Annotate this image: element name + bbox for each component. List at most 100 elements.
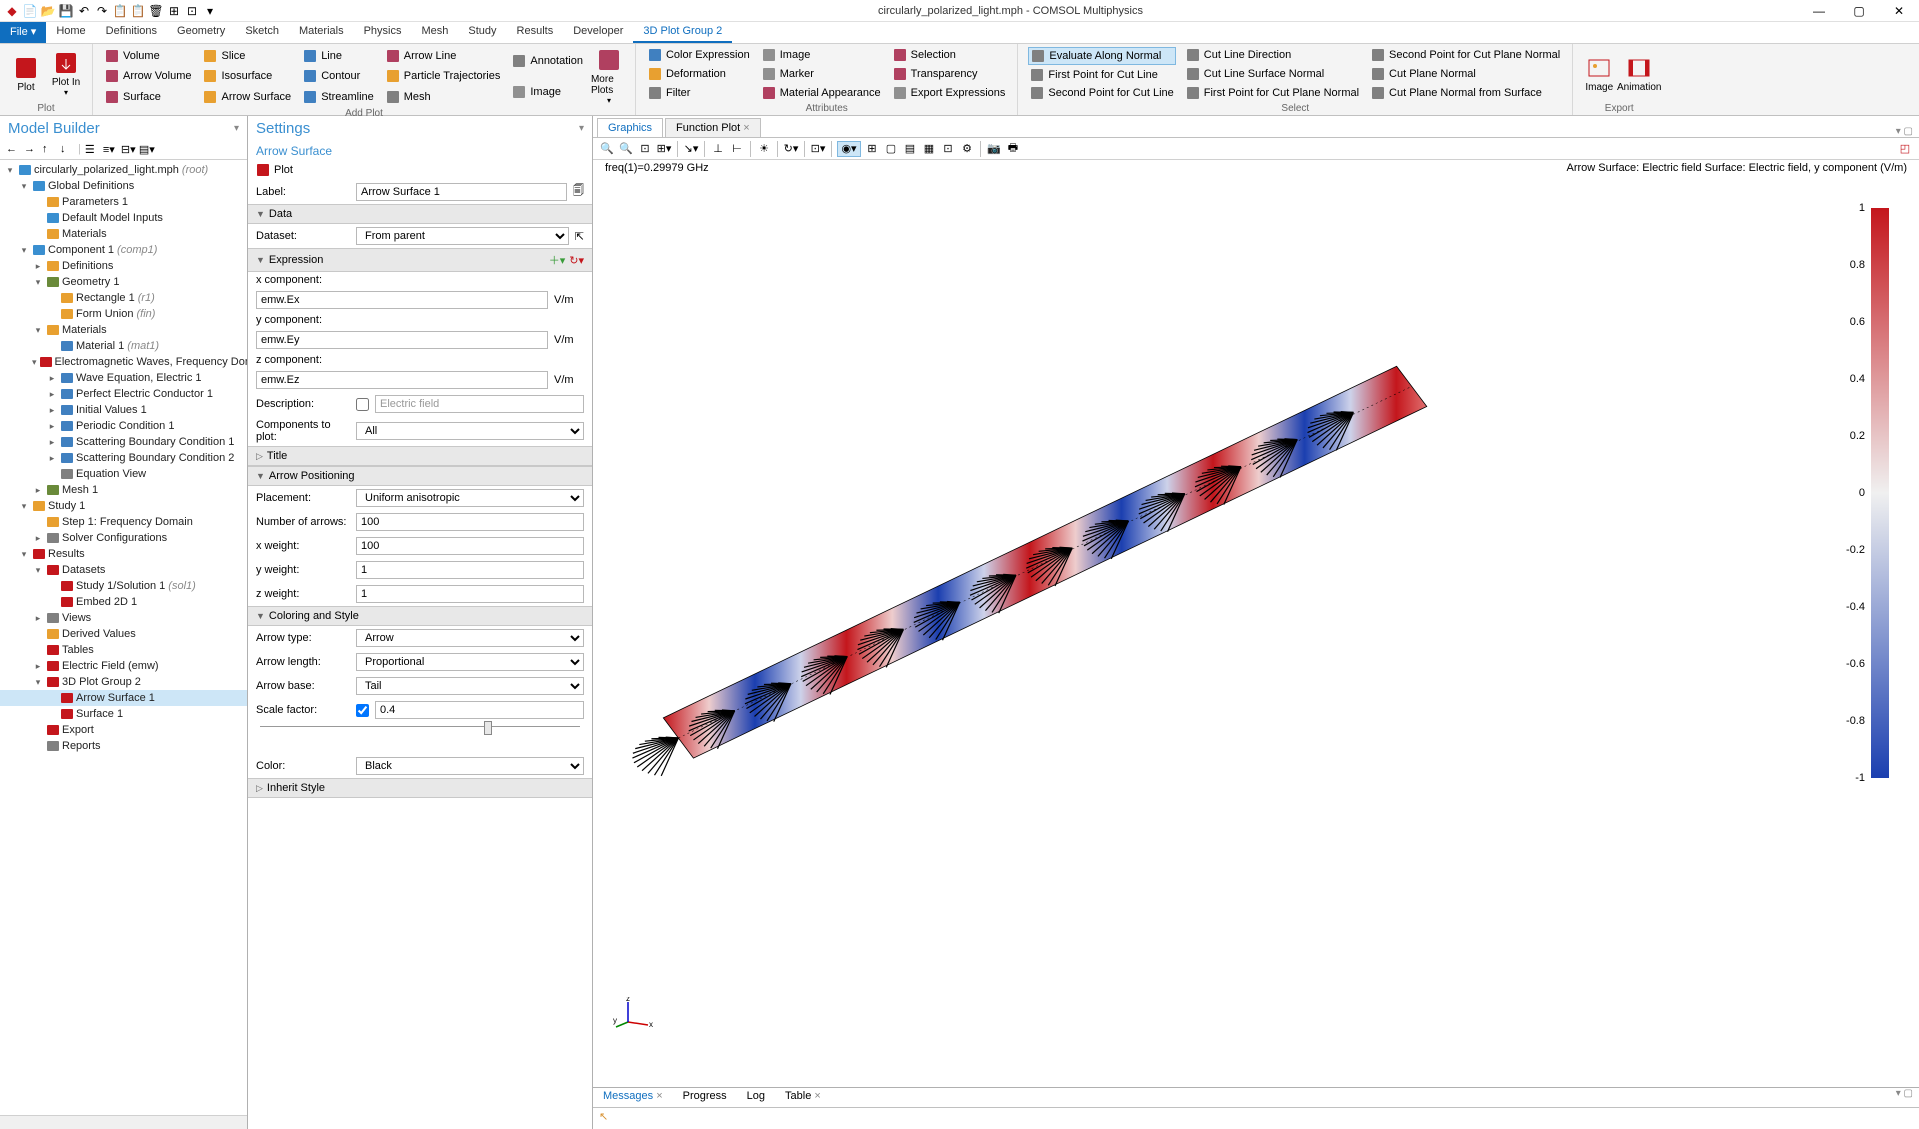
arrow-type-select[interactable]: Arrow — [356, 629, 584, 647]
save-icon[interactable]: 💾 — [58, 3, 74, 19]
grid-icon[interactable]: ⊞ — [864, 141, 880, 157]
tree-item[interactable]: Step 1: Frequency Domain — [0, 514, 247, 530]
tree-toggle-icon[interactable]: ▾ — [32, 357, 37, 368]
zoom-extents-icon[interactable]: ⊡ — [637, 141, 653, 157]
volume-button[interactable]: Volume — [103, 48, 193, 64]
z-comp-input[interactable] — [256, 371, 548, 389]
ribbon-tab-file[interactable]: File ▾ — [0, 22, 46, 43]
ribbon-tab-sketch[interactable]: Sketch — [235, 22, 289, 43]
desc-input[interactable] — [375, 395, 584, 413]
tree-item[interactable]: ▸Views — [0, 610, 247, 626]
tree-item[interactable]: ▾Electromagnetic Waves, Frequency Domain — [0, 354, 247, 370]
arrow-base-select[interactable]: Tail — [356, 677, 584, 695]
box4-icon[interactable]: ⊡ — [940, 141, 956, 157]
section-title[interactable]: ▷Title — [248, 446, 592, 466]
tree-item[interactable]: Equation View — [0, 466, 247, 482]
tree-item[interactable]: ▸Initial Values 1 — [0, 402, 247, 418]
nav-up-icon[interactable]: ↑ — [42, 143, 56, 157]
label-input[interactable] — [356, 183, 567, 201]
arrow-length-select[interactable]: Proportional — [356, 653, 584, 671]
section-coloring[interactable]: ▼Coloring and Style — [248, 606, 592, 626]
box2-icon[interactable]: ▤ — [902, 141, 918, 157]
view-xy-icon[interactable]: ↘▾ — [683, 141, 699, 157]
tree-item[interactable]: ▾Study 1 — [0, 498, 247, 514]
maximize-button[interactable]: ▢ — [1839, 0, 1879, 22]
paste-icon[interactable]: 📋 — [130, 3, 146, 19]
ribbon-tab-geometry[interactable]: Geometry — [167, 22, 235, 43]
section-inherit[interactable]: ▷Inherit Style — [248, 778, 592, 798]
more-plots-button[interactable]: More Plots▾ — [589, 46, 629, 107]
material-appearance-button[interactable]: Material Appearance — [760, 85, 883, 101]
ribbon-tab-developer[interactable]: Developer — [563, 22, 633, 43]
tree-toggle-icon[interactable]: ▸ — [46, 437, 58, 448]
tab-progress[interactable]: Progress — [673, 1088, 737, 1107]
tab-log[interactable]: Log — [737, 1088, 775, 1107]
tree-toggle-icon[interactable]: ▸ — [32, 613, 44, 624]
ribbon-tab-definitions[interactable]: Definitions — [96, 22, 167, 43]
axis-icon[interactable]: ⊥ — [710, 141, 726, 157]
panel-menu-icon[interactable]: ▾ ▢ — [1890, 126, 1919, 137]
tree-toggle-icon[interactable]: ▸ — [46, 453, 58, 464]
dataset-go-icon[interactable]: ⇱ — [575, 230, 584, 243]
surface-button[interactable]: Surface — [103, 89, 193, 105]
ribbon-tab-home[interactable]: Home — [46, 22, 95, 43]
expr-replace-icon[interactable]: ↻▾ — [569, 254, 584, 267]
tree-item[interactable]: ▾Geometry 1 — [0, 274, 247, 290]
redo-icon[interactable]: ↷ — [94, 3, 110, 19]
panel-menu-icon[interactable]: ▾ ▢ — [1890, 1088, 1919, 1107]
tree-toggle-icon[interactable]: ▾ — [18, 549, 30, 560]
section-data[interactable]: ▼Data — [248, 204, 592, 224]
label-help-icon[interactable]: 🗐 — [573, 182, 584, 201]
plot-crumb[interactable]: Plot — [248, 161, 592, 179]
close-tab-icon[interactable]: × — [743, 122, 749, 134]
color-select[interactable]: Black — [356, 757, 584, 775]
yweight-input[interactable] — [356, 561, 584, 579]
tree-item[interactable]: Form Union(fin) — [0, 306, 247, 322]
gfx-settings-icon[interactable]: ◰ — [1897, 141, 1913, 157]
ribbon-tab-results[interactable]: Results — [507, 22, 564, 43]
tree-item[interactable]: ▸Periodic Condition 1 — [0, 418, 247, 434]
tree-opts3-icon[interactable]: ▤▾ — [139, 143, 153, 157]
tree-toggle-icon[interactable]: ▸ — [32, 485, 44, 496]
tree-item[interactable]: Reports — [0, 738, 247, 754]
transparency-button[interactable]: Transparency — [891, 66, 1008, 82]
tree-item[interactable]: ▾Global Definitions — [0, 178, 247, 194]
x-comp-input[interactable] — [256, 291, 548, 309]
tree-item[interactable]: ▾3D Plot Group 2 — [0, 674, 247, 690]
delete-icon[interactable]: 🗑 — [148, 3, 164, 19]
qat-icon-2[interactable]: ⊡ — [184, 3, 200, 19]
tree-item[interactable]: ▸Perfect Electric Conductor 1 — [0, 386, 247, 402]
tree-toggle-icon[interactable]: ▾ — [32, 277, 44, 288]
ribbon-tab-3d-plot-group-2[interactable]: 3D Plot Group 2 — [633, 22, 732, 43]
tree-item[interactable]: ▾Results — [0, 546, 247, 562]
tree-item[interactable]: ▸Definitions — [0, 258, 247, 274]
panel-menu-icon[interactable]: ▾ — [579, 123, 584, 134]
export-image-button[interactable]: Image — [1579, 46, 1619, 102]
desc-checkbox[interactable] — [356, 398, 369, 411]
scene-light-icon[interactable]: ☀ — [756, 141, 772, 157]
color-expression-button[interactable]: Color Expression — [646, 47, 752, 63]
tree-item[interactable]: ▾Component 1(comp1) — [0, 242, 247, 258]
zweight-input[interactable] — [356, 585, 584, 603]
graphics-canvas[interactable]: 10.80.60.40.20-0.2-0.4-0.6-0.8-1 x y z — [593, 178, 1919, 1087]
scrollbar-horizontal[interactable] — [0, 1115, 247, 1129]
tree-toggle-icon[interactable]: ▾ — [32, 677, 44, 688]
xweight-input[interactable] — [356, 537, 584, 555]
box-icon[interactable]: ▢ — [883, 141, 899, 157]
mesh-button[interactable]: Mesh — [384, 89, 503, 105]
line-button[interactable]: Line — [301, 48, 376, 64]
tree-item[interactable]: Parameters 1 — [0, 194, 247, 210]
contour-button[interactable]: Contour — [301, 68, 376, 84]
open-icon[interactable]: 📂 — [40, 3, 56, 19]
tree-toggle-icon[interactable]: ▾ — [32, 325, 44, 336]
tree-opts2-icon[interactable]: ⊟▾ — [121, 143, 135, 157]
filter-button[interactable]: Filter — [646, 85, 752, 101]
num-arrows-input[interactable] — [356, 513, 584, 531]
zoom-out-icon[interactable]: 🔍 — [618, 141, 634, 157]
tree-item[interactable]: Arrow Surface 1 — [0, 690, 247, 706]
ribbon-tab-mesh[interactable]: Mesh — [411, 22, 458, 43]
streamline-button[interactable]: Streamline — [301, 89, 376, 105]
particle-trajectories-button[interactable]: Particle Trajectories — [384, 68, 503, 84]
tree-item[interactable]: Surface 1 — [0, 706, 247, 722]
copy-icon[interactable]: 📋 — [112, 3, 128, 19]
